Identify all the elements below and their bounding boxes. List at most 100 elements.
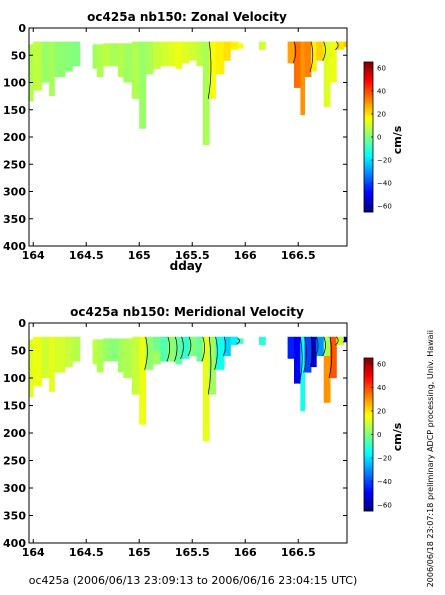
colorbar-swatch [364, 129, 373, 133]
colorbar-swatch [364, 174, 373, 178]
colorbar-swatch [364, 122, 373, 126]
colorbar-swatch [364, 362, 373, 366]
velocity-cell [311, 41, 317, 72]
contour-line [214, 336, 218, 370]
contour-line [303, 336, 307, 373]
colorbar-swatch [364, 460, 373, 464]
colorbar-swatch [364, 172, 373, 175]
contour-line [207, 41, 212, 99]
colorbar-swatch [364, 190, 373, 194]
y-axis: 0 50 100 150 200 250 300 350 400 [3, 22, 347, 253]
velocity-cell [29, 339, 34, 398]
colorbar-swatch [364, 448, 373, 452]
x-tick-label: 165.5 [175, 546, 210, 559]
colorbar-swatch [364, 446, 373, 450]
velocity-cell [153, 336, 161, 351]
colorbar-swatch [364, 125, 373, 128]
colorbar-swatch [364, 496, 373, 500]
x-tick-label: 165 [128, 249, 151, 262]
y-tick-label: 150 [3, 400, 26, 413]
x-tick-label: 166.5 [281, 546, 316, 559]
colorbar-swatch [364, 197, 373, 201]
velocity-cell [259, 336, 266, 346]
colorbar-swatch [364, 379, 373, 383]
velocity-cell [323, 336, 331, 357]
colorbar-swatch [364, 146, 373, 150]
velocity-cell [109, 338, 119, 362]
colorbar-swatch [364, 501, 373, 505]
colorbar-swatch [364, 360, 373, 364]
colorbar-swatch [364, 503, 373, 507]
colorbar-swatch [364, 141, 373, 145]
velocity-cell [175, 336, 183, 365]
colorbar-swatch [364, 384, 373, 387]
velocity-cell [209, 41, 216, 99]
colorbar-swatch [364, 209, 373, 213]
velocity-cell [181, 336, 190, 359]
velocity-cell [196, 41, 204, 67]
contour-line [201, 336, 205, 362]
colorbar-swatch [364, 436, 373, 440]
colorbar-swatch [364, 429, 373, 433]
colorbar-swatch [364, 415, 373, 419]
velocity-cell [224, 41, 231, 61]
colorbar-swatch [364, 456, 373, 459]
colorbar-swatch [364, 160, 373, 164]
colorbar-swatch [364, 398, 373, 402]
velocity-cell [300, 336, 305, 412]
velocity-cell [54, 41, 66, 77]
velocity-cell [237, 43, 244, 49]
x-tick-label: 164 [22, 546, 45, 559]
velocity-cell [72, 41, 81, 67]
colorbar-tick-label: 0 [377, 431, 381, 439]
velocity-cell [202, 336, 210, 442]
x-tick-label: 166.5 [281, 249, 316, 262]
velocity-cell [343, 41, 348, 48]
contour-line [309, 41, 314, 72]
velocity-cell [175, 41, 183, 69]
colorbar-swatch [364, 115, 373, 119]
colorbar-swatch [364, 386, 373, 390]
colorbar-swatch [364, 139, 373, 142]
colorbar-swatch [364, 66, 373, 70]
velocity-cell [49, 41, 55, 97]
colorbar-swatch [364, 408, 373, 411]
velocity-cell [123, 338, 133, 378]
colorbar-tick-label: −20 [377, 157, 392, 165]
colorbar-swatch [364, 90, 373, 93]
colorbar-swatch [364, 195, 373, 199]
velocity-cell [33, 41, 43, 91]
velocity-cell [118, 43, 124, 78]
x-tick-label: 164.5 [69, 546, 104, 559]
x-tick-label: 165 [128, 546, 151, 559]
colorbar-swatch [364, 169, 373, 173]
y-axis: 0 50 100 150 200 250 300 350 400 [3, 317, 347, 550]
velocity-cell [167, 336, 176, 362]
velocity-cell [294, 336, 301, 384]
colorbar-swatch [364, 64, 373, 67]
contour-line [309, 336, 314, 368]
contour-lines [207, 41, 339, 99]
colorbar-tick-label: −40 [377, 180, 392, 188]
colorbar-swatch [364, 158, 373, 161]
colorbar-swatch [364, 453, 373, 457]
colorbar-swatch [364, 188, 373, 192]
colorbar-swatch [364, 422, 373, 426]
colorbar-swatch [364, 434, 373, 438]
colorbar-swatch [364, 94, 373, 98]
colorbar-swatch [364, 73, 373, 77]
colorbar-swatch [364, 153, 373, 157]
colorbar-swatch [364, 508, 373, 512]
colorbar-swatch [364, 99, 373, 103]
y-tick-label: 400 [3, 537, 26, 550]
colorbar-tick-label: 20 [377, 110, 386, 118]
velocity-cell [41, 41, 50, 83]
colorbar-swatch [364, 358, 373, 361]
colorbar-tick-label: 0 [377, 134, 381, 142]
velocity-cell [215, 336, 225, 370]
velocity-cell [311, 336, 317, 368]
colorbar-swatch [364, 200, 373, 203]
velocity-cell [224, 336, 231, 357]
velocity-cell [287, 41, 295, 64]
contour-line [236, 338, 240, 345]
